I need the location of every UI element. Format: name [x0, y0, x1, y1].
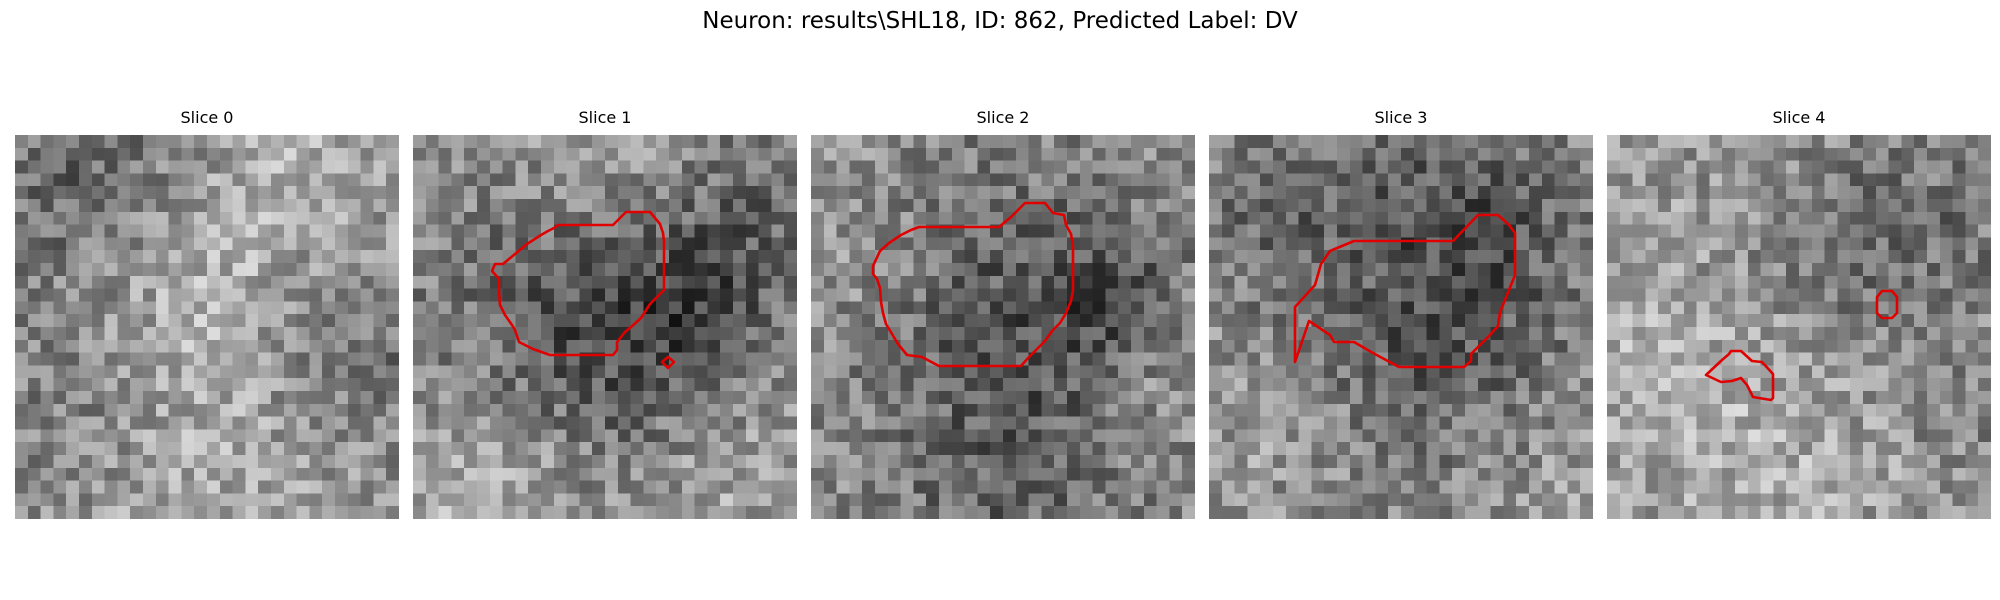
roi-contour-2 — [871, 201, 1075, 368]
roi-contour-1 — [490, 210, 666, 357]
roi-contour-small-4 — [1875, 289, 1899, 320]
slice-title-1: Slice 1 — [578, 108, 632, 127]
roi-contour-overlay-3 — [1293, 213, 1517, 369]
slice-image-0 — [15, 135, 399, 519]
roi-contour-overlay-1 — [490, 210, 676, 370]
slice-title-3: Slice 3 — [1374, 108, 1428, 127]
slice-title-0: Slice 0 — [180, 108, 234, 127]
roi-contour-4 — [1704, 349, 1775, 402]
slice-title-2: Slice 2 — [976, 108, 1030, 127]
roi-contour-overlay-4 — [1704, 289, 1899, 402]
slice-image-3 — [1209, 135, 1593, 519]
slice-title-4: Slice 4 — [1772, 108, 1826, 127]
roi-contour-3 — [1293, 213, 1517, 369]
slice-image-1 — [413, 135, 797, 519]
figure-title: Neuron: results\SHL18, ID: 862, Predicte… — [702, 8, 1298, 34]
roi-contour-overlay-2 — [871, 201, 1075, 368]
slice-image-4 — [1607, 135, 1991, 519]
roi-contour-small-1 — [660, 355, 676, 370]
slice-image-2 — [811, 135, 1195, 519]
